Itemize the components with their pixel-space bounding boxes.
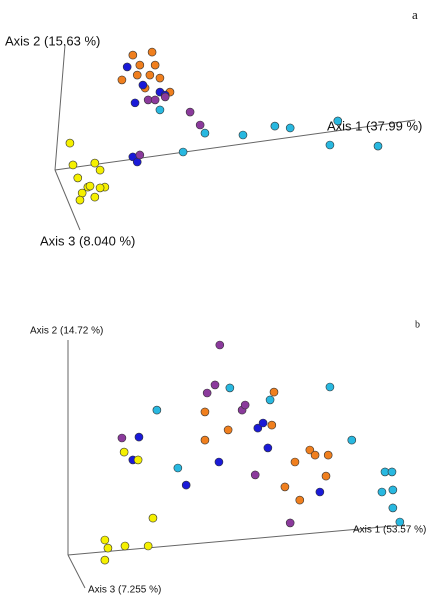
point	[135, 150, 145, 160]
point	[285, 123, 295, 133]
point	[238, 130, 248, 140]
point	[270, 121, 280, 131]
point	[325, 382, 335, 392]
axis-line	[54, 44, 66, 171]
point	[132, 70, 142, 80]
axis-line	[54, 169, 81, 231]
point	[200, 407, 210, 417]
point	[130, 98, 140, 108]
point	[68, 160, 78, 170]
point	[117, 75, 127, 85]
point	[395, 517, 405, 527]
panel-b: b Axis 2 (14.72 %) Axis 1 (53.57 %) Axis…	[30, 319, 426, 595]
point	[181, 480, 191, 490]
point	[373, 141, 383, 151]
point	[90, 192, 100, 202]
point	[147, 47, 157, 57]
point	[347, 435, 357, 445]
point	[388, 485, 398, 495]
point	[310, 450, 320, 460]
point	[253, 423, 263, 433]
axis-line	[67, 554, 86, 589]
point	[185, 107, 195, 117]
point	[155, 105, 165, 115]
point	[160, 92, 170, 102]
point	[210, 380, 220, 390]
point	[90, 158, 100, 168]
point	[258, 418, 268, 428]
axis-label: Axis 1 (53.57 %)	[353, 525, 426, 536]
point	[117, 433, 127, 443]
point	[133, 455, 143, 465]
point	[128, 50, 138, 60]
point	[240, 400, 250, 410]
point	[150, 95, 160, 105]
point	[250, 470, 260, 480]
point	[265, 395, 275, 405]
axis-label: Axis 2 (15.63 %)	[5, 33, 100, 48]
point	[145, 70, 155, 80]
point	[148, 513, 158, 523]
panel-a: a Axis 2 (15.63 %) Axis 1 (37.99 %) Axis…	[5, 7, 422, 248]
point	[95, 183, 105, 193]
point	[120, 541, 130, 551]
point	[285, 518, 295, 528]
axis-label: Axis 1 (37.99 %)	[327, 118, 422, 133]
point	[333, 116, 343, 126]
point	[305, 445, 315, 455]
point	[65, 138, 75, 148]
point	[95, 165, 105, 175]
point	[195, 120, 205, 130]
point	[200, 128, 210, 138]
point	[75, 195, 85, 205]
panel-label: b	[415, 319, 420, 330]
axis-line	[54, 119, 416, 171]
point	[134, 432, 144, 442]
point	[225, 383, 235, 393]
point	[377, 487, 387, 497]
point	[85, 181, 95, 191]
point	[267, 420, 277, 430]
panel-label: a	[412, 7, 418, 22]
point	[223, 425, 233, 435]
point	[138, 80, 148, 90]
point	[269, 387, 279, 397]
axis-label: Axis 3 (7.255 %)	[88, 585, 161, 596]
point	[178, 147, 188, 157]
point	[119, 447, 129, 457]
point	[143, 541, 153, 551]
point	[290, 457, 300, 467]
point	[155, 73, 165, 83]
point	[295, 495, 305, 505]
point	[263, 443, 273, 453]
point	[200, 435, 210, 445]
point	[150, 60, 160, 70]
point	[122, 62, 132, 72]
point	[215, 340, 225, 350]
point	[173, 463, 183, 473]
point	[387, 467, 397, 477]
point	[100, 555, 110, 565]
point	[315, 487, 325, 497]
point	[321, 471, 331, 481]
axis-label: Axis 2 (14.72 %)	[30, 326, 103, 337]
point	[280, 482, 290, 492]
point	[202, 388, 212, 398]
point	[323, 450, 333, 460]
point	[152, 405, 162, 415]
point	[73, 173, 83, 183]
point	[325, 140, 335, 150]
point	[135, 60, 145, 70]
point	[214, 457, 224, 467]
point	[103, 543, 113, 553]
point	[100, 535, 110, 545]
point	[388, 503, 398, 513]
axis-label: Axis 3 (8.040 %)	[40, 233, 135, 248]
